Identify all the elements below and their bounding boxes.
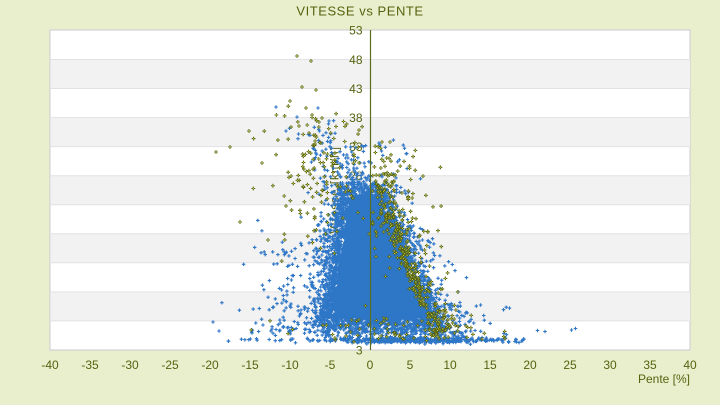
svg-text:10: 10 bbox=[443, 358, 457, 372]
svg-text:30: 30 bbox=[603, 358, 617, 372]
svg-text:40: 40 bbox=[683, 358, 697, 372]
svg-text:-25: -25 bbox=[161, 358, 179, 372]
svg-text:-40: -40 bbox=[41, 358, 59, 372]
svg-text:-15: -15 bbox=[241, 358, 259, 372]
svg-text:-5: -5 bbox=[325, 358, 336, 372]
svg-text:-35: -35 bbox=[81, 358, 99, 372]
svg-text:-10: -10 bbox=[281, 358, 299, 372]
svg-text:38: 38 bbox=[349, 111, 363, 125]
svg-text:Pente [%]: Pente [%] bbox=[638, 372, 690, 386]
svg-text:-20: -20 bbox=[201, 358, 219, 372]
svg-text:48: 48 bbox=[349, 53, 363, 67]
svg-text:20: 20 bbox=[523, 358, 537, 372]
svg-text:3: 3 bbox=[356, 343, 363, 357]
svg-text:0: 0 bbox=[367, 358, 374, 372]
svg-text:15: 15 bbox=[483, 358, 497, 372]
svg-text:-30: -30 bbox=[121, 358, 139, 372]
svg-text:35: 35 bbox=[643, 358, 657, 372]
svg-text:53: 53 bbox=[349, 24, 363, 38]
svg-text:VITESSE vs PENTE: VITESSE vs PENTE bbox=[296, 3, 423, 18]
svg-text:5: 5 bbox=[407, 358, 414, 372]
svg-text:43: 43 bbox=[349, 82, 363, 96]
svg-text:25: 25 bbox=[563, 358, 577, 372]
